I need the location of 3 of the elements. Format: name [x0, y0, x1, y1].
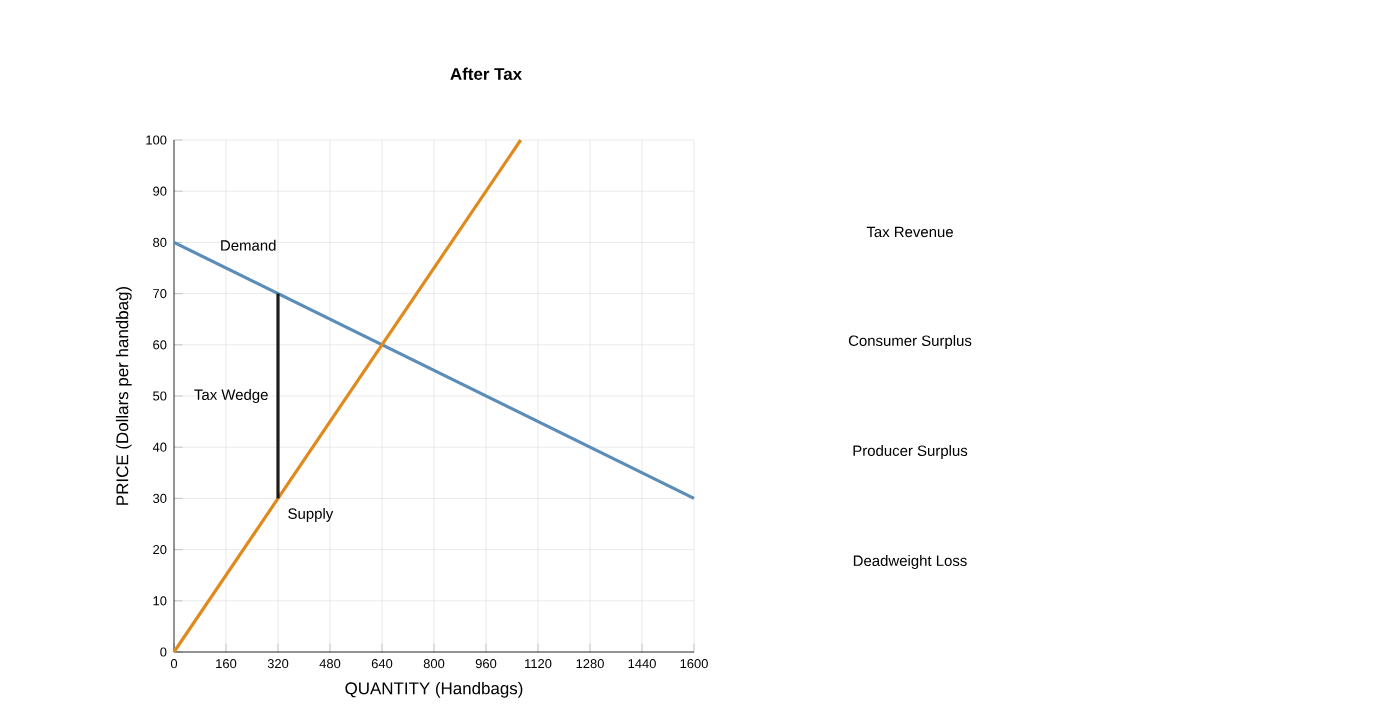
x-axis-title: QUANTITY (Handbags): [345, 681, 523, 698]
y-axis-title: PRICE (Dollars per handbag): [115, 286, 132, 505]
chart-title: After Tax: [450, 67, 522, 81]
